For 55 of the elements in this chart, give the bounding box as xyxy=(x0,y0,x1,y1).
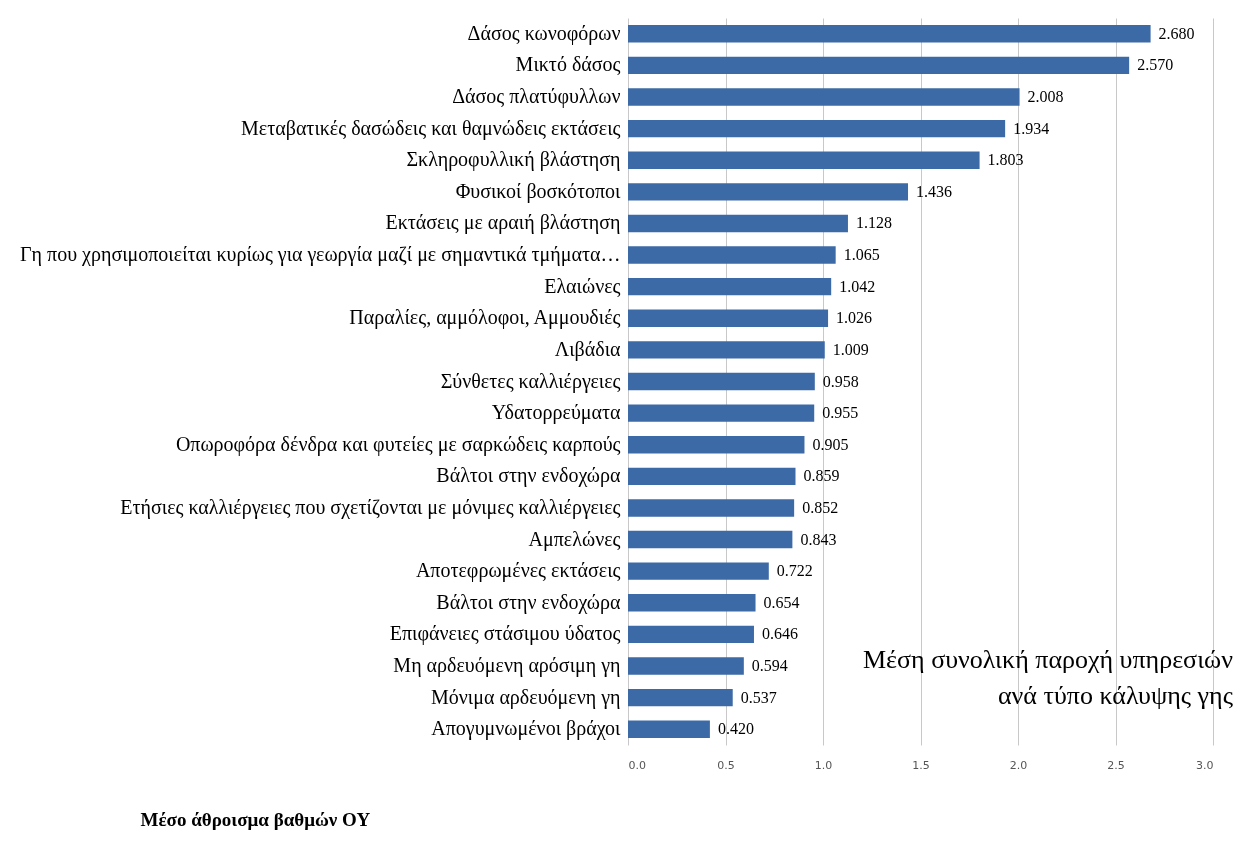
y-tick-label: Ελαιώνες xyxy=(544,274,621,297)
data-label: 0.722 xyxy=(776,562,813,580)
x-tick-label: 2.0 xyxy=(1009,758,1028,772)
x-tick-label: 2.5 xyxy=(1107,758,1125,772)
data-label: 1.042 xyxy=(839,277,876,295)
text: Μέση συνολική παροχή υπηρεσιών ανά τύπο κάλυψης γης xyxy=(862,645,1234,710)
y-tick-label: Απογυμνωμένοι βράχοι xyxy=(431,717,622,741)
data-label: 0.654 xyxy=(763,593,800,611)
data-label: 0.594 xyxy=(751,656,788,674)
data-label: 2.570 xyxy=(1137,56,1174,74)
y-tick-label: Αποτεφρωμένες εκτάσεις xyxy=(415,559,621,583)
data-label: 0.859 xyxy=(803,467,840,485)
y-tick-label: Σκληροφυλλική βλάστηση xyxy=(406,148,621,172)
data-label: 1.128 xyxy=(855,214,892,232)
data-label: 0.852 xyxy=(802,498,839,516)
data-label: 0.420 xyxy=(717,720,754,738)
y-tick-label: Αμπελώνες xyxy=(528,527,621,551)
y-tick-label: Επιφάνειες στάσιμου ύδατος xyxy=(389,622,621,646)
y-tick-label: Μικτό δάσος xyxy=(515,53,621,76)
x-axis-title: Μέσο άθροισμα βαθμών ΟΥ xyxy=(140,808,371,830)
data-label: 1.803 xyxy=(987,151,1024,169)
x-tick-label: 1.0 xyxy=(814,758,833,772)
data-label: 1.436 xyxy=(916,182,953,200)
y-tick-label: Βάλτοι στην ενδοχώρα xyxy=(436,464,622,488)
data-label: 0.905 xyxy=(812,435,849,453)
data-label: 2.008 xyxy=(1027,88,1064,106)
y-tick-label: Γη που χρησιμοποιείται κυρίως για γεωργία μαζί με σημαντικά τμήματα… xyxy=(20,243,621,267)
data-label: 0.646 xyxy=(761,625,798,643)
y-tick-label: Βάλτοι στην ενδοχώρα xyxy=(436,590,622,614)
y-tick-label: Φυσικοί βοσκότοποι xyxy=(455,179,622,203)
data-label: 2.680 xyxy=(1158,24,1195,42)
y-tick-label: Παραλίες, αμμόλοφοι, Αμμουδιές xyxy=(349,306,621,330)
data-label: 1.065 xyxy=(843,246,880,264)
data-label: 1.009 xyxy=(832,340,869,358)
x-tick-label: 0.0 xyxy=(628,758,646,772)
x-tick-label: 0.5 xyxy=(717,758,735,772)
y-tick-label: Υδατορρεύματα xyxy=(491,401,622,425)
y-tick-label: Εκτάσεις με αραιή βλάστηση xyxy=(385,211,621,235)
y-tick-label: Μόνιμα αρδευόμενη γη xyxy=(430,685,621,709)
y-tick-label: Οπωροφόρα δένδρα και φυτείες με σαρκώδεις καρπούς xyxy=(175,432,621,456)
y-tick-label: Λιβάδια xyxy=(554,337,622,361)
data-label: 1.934 xyxy=(1013,119,1050,137)
y-tick-label: Μεταβατικές δασώδεις και θαμνώδεις εκτάσεις xyxy=(241,116,621,140)
y-tick-label: Δάσος πλατύφυλλων xyxy=(452,85,621,109)
data-label: 0.955 xyxy=(822,404,859,422)
data-label: 0.958 xyxy=(822,372,859,390)
y-tick-label: Σύνθετες καλλιέργειες xyxy=(440,369,621,393)
x-tick-label: 3.0 xyxy=(1196,758,1214,772)
x-tick-label: 1.5 xyxy=(912,758,930,772)
y-tick-label: Δάσος κωνοφόρων xyxy=(467,21,621,45)
data-label: 1.026 xyxy=(836,309,873,327)
data-label: 0.843 xyxy=(800,530,837,548)
data-label: 0.537 xyxy=(740,688,777,706)
y-tick-label: Ετήσιες καλλιέργειες που σχετίζονται με μόνιμες καλλιέργειες xyxy=(120,495,621,519)
y-tick-label: Μη αρδευόμενη αρόσιμη γη xyxy=(393,653,621,677)
